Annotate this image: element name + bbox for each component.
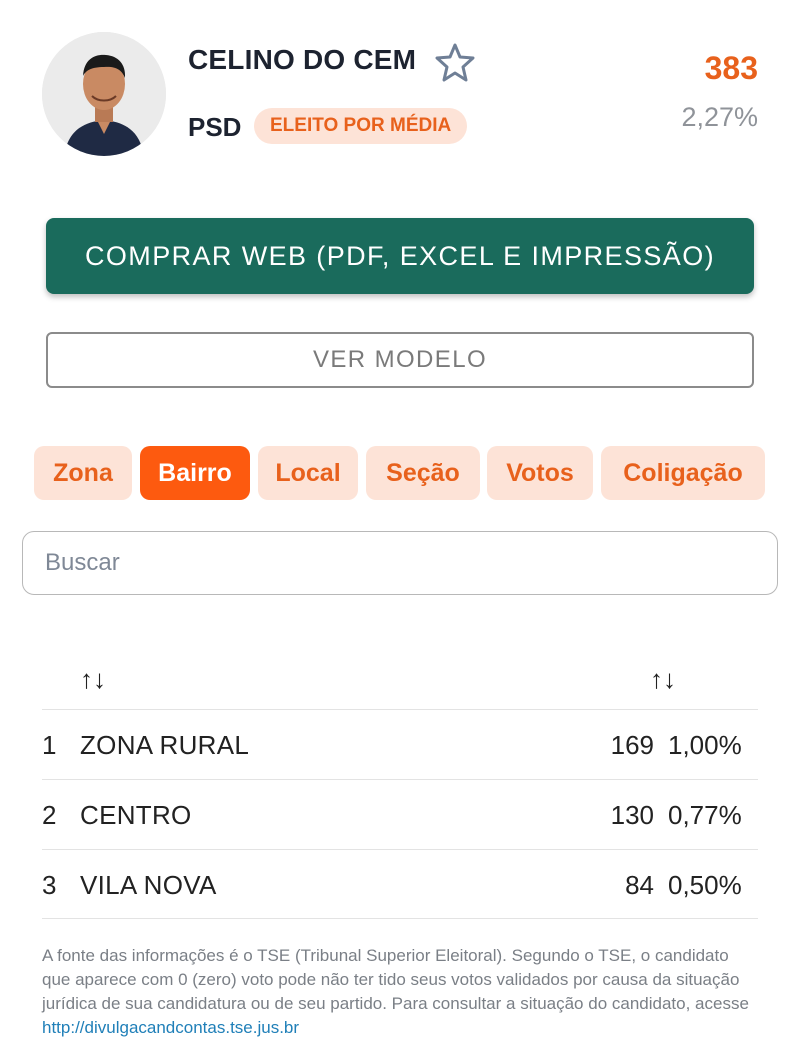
search-input[interactable] — [22, 531, 778, 595]
row-percent: 1,00% — [668, 730, 742, 760]
row-percent: 0,50% — [668, 870, 742, 900]
tab-secao[interactable]: Seção — [366, 446, 480, 500]
candidate-percent: 2,27% — [681, 102, 758, 132]
table-row: 2 CENTRO 130 0,77% — [42, 779, 758, 849]
row-rank: 3 — [42, 870, 57, 900]
row-bairro: CENTRO — [80, 800, 192, 830]
tab-coligacao[interactable]: Coligação — [601, 446, 765, 500]
row-rank: 2 — [42, 800, 57, 830]
source-disclaimer: A fonte das informações é o TSE (Tribuna… — [42, 944, 758, 1040]
row-percent: 0,77% — [668, 800, 742, 830]
tab-bairro[interactable]: Bairro — [140, 446, 250, 500]
row-votes: 84 — [625, 870, 654, 900]
table-row: 1 ZONA RURAL 169 1,00% — [42, 709, 758, 779]
row-votes: 130 — [610, 800, 654, 830]
candidate-avatar — [42, 32, 166, 156]
tab-votos[interactable]: Votos — [487, 446, 593, 500]
table-row: 3 VILA NOVA 84 0,50% — [42, 849, 758, 919]
candidate-votes: 383 — [704, 50, 758, 86]
tab-local[interactable]: Local — [258, 446, 358, 500]
disclaimer-text: A fonte das informações é o TSE (Tribuna… — [42, 946, 749, 1013]
star-icon[interactable] — [434, 42, 476, 82]
row-rank: 1 — [42, 730, 57, 760]
sort-icon[interactable]: ↑↓ — [650, 664, 676, 694]
sort-icon[interactable]: ↑↓ — [80, 664, 106, 694]
status-badge: ELEITO POR MÉDIA — [254, 108, 468, 144]
candidate-header: CELINO DO CEM PSD ELEITO POR MÉDIA 383 2… — [0, 0, 800, 180]
row-bairro: ZONA RURAL — [80, 730, 250, 760]
results-table: 1 ZONA RURAL 169 1,00% 2 CENTRO 130 0,77… — [42, 709, 758, 919]
tse-link[interactable]: http://divulgacandcontas.tse.jus.br — [42, 1018, 300, 1037]
tab-zona[interactable]: Zona — [34, 446, 132, 500]
row-bairro: VILA NOVA — [80, 870, 217, 900]
candidate-party: PSD — [188, 112, 242, 142]
view-model-button[interactable]: VER MODELO — [46, 332, 754, 388]
candidate-name: CELINO DO CEM — [188, 44, 417, 75]
row-votes: 169 — [610, 730, 654, 760]
buy-web-button[interactable]: COMPRAR WEB (PDF, EXCEL E IMPRESSÃO) — [46, 218, 754, 294]
